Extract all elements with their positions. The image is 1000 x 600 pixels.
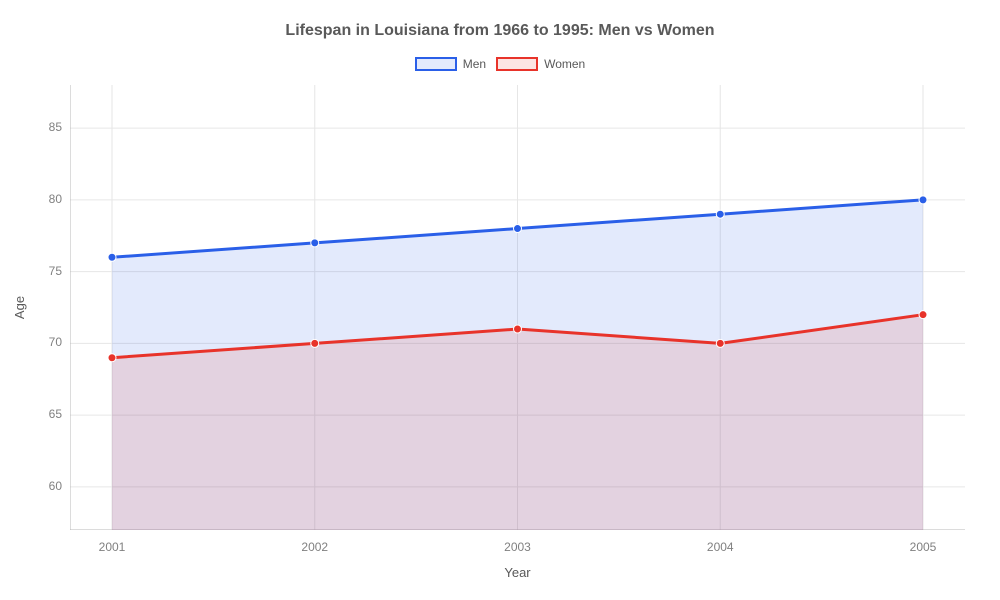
x-axis-label: Year (70, 565, 965, 580)
legend-label: Women (544, 57, 585, 71)
x-tick-label: 2004 (700, 540, 740, 554)
y-tick-label: 60 (49, 479, 62, 493)
legend-label: Men (463, 57, 486, 71)
y-tick-label: 70 (49, 335, 62, 349)
legend-item-women[interactable]: Women (496, 57, 585, 71)
chart-container: Lifespan in Louisiana from 1966 to 1995:… (0, 0, 1000, 600)
legend-swatch (496, 57, 538, 71)
y-tick-label: 65 (49, 407, 62, 421)
legend-item-men[interactable]: Men (415, 57, 486, 71)
plot-svg (70, 85, 965, 530)
x-tick-label: 2005 (903, 540, 943, 554)
x-tick-label: 2003 (498, 540, 538, 554)
x-tick-label: 2001 (92, 540, 132, 554)
legend-swatch (415, 57, 457, 71)
y-axis-label: Age (12, 295, 27, 318)
x-tick-label: 2002 (295, 540, 335, 554)
legend: Men Women (0, 57, 1000, 71)
y-tick-label: 75 (49, 264, 62, 278)
y-tick-label: 85 (49, 120, 62, 134)
y-tick-label: 80 (49, 192, 62, 206)
chart-title: Lifespan in Louisiana from 1966 to 1995:… (0, 22, 1000, 40)
